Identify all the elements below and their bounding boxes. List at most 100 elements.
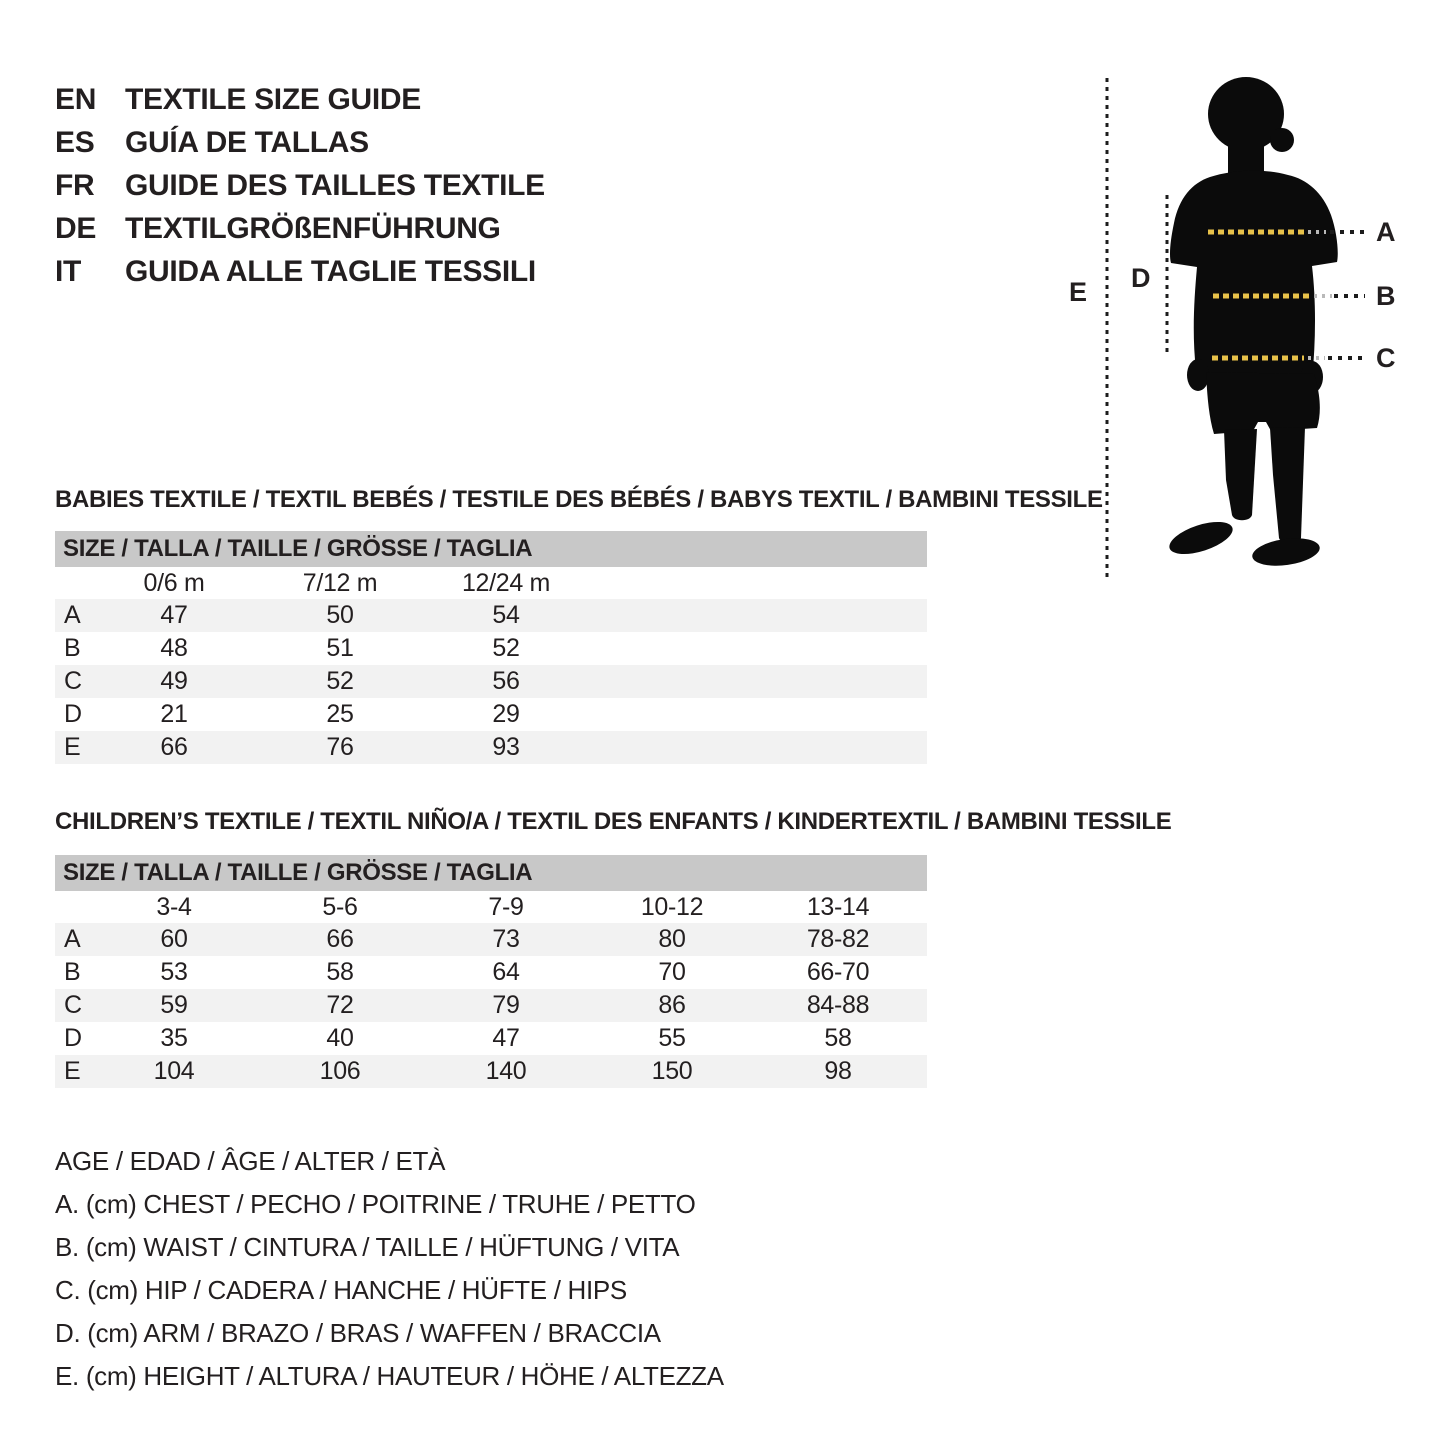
table-cell: 25 xyxy=(326,700,354,728)
table-cell: 49 xyxy=(160,667,188,695)
guide-title-it: GUIDA ALLE TAGLIE TESSILI xyxy=(125,254,536,288)
legend-arm: D. (cm) ARM / BRAZO / BRAS / WAFFEN / BR… xyxy=(55,1318,661,1348)
row-label: E xyxy=(64,1057,81,1085)
table-cell: 66 xyxy=(326,925,354,953)
table-cell: 35 xyxy=(160,1024,188,1052)
row-label: D xyxy=(64,1024,82,1052)
table-cell: 58 xyxy=(326,958,354,986)
measure-label-b: B xyxy=(1376,281,1395,311)
table-cell: 140 xyxy=(485,1057,527,1085)
babies-size-table: SIZE / TALLA / TAILLE / GRÖSSE / TAGLIA … xyxy=(55,531,927,764)
table-row: D 35 40 47 55 58 xyxy=(55,1022,927,1055)
table-cell: 84-88 xyxy=(806,991,870,1019)
table-row: C 59 72 79 86 84-88 xyxy=(55,989,927,1022)
column-header: 5-6 xyxy=(322,892,358,921)
row-label: E xyxy=(64,733,81,761)
column-header: 7-9 xyxy=(488,892,524,921)
legend-age: AGE / EDAD / ÂGE / ALTER / ETÀ xyxy=(55,1146,446,1176)
legend-waist: B. (cm) WAIST / CINTURA / TAILLE / HÜFTU… xyxy=(55,1232,680,1262)
table-row: B 53 58 64 70 66-70 xyxy=(55,956,927,989)
table-row: E 104 106 140 150 98 xyxy=(55,1055,927,1088)
row-label: B xyxy=(64,958,81,986)
table-cell: 79 xyxy=(492,991,520,1019)
measure-label-a: A xyxy=(1376,217,1395,247)
table-cell: 93 xyxy=(492,733,520,761)
table-cell: 48 xyxy=(160,634,188,662)
table-cell: 76 xyxy=(326,733,354,761)
legend-height: E. (cm) HEIGHT / ALTURA / HAUTEUR / HÖHE… xyxy=(55,1361,724,1391)
table-row: D 21 25 29 xyxy=(55,698,927,731)
table-cell: 59 xyxy=(160,991,188,1019)
children-size-header: SIZE / TALLA / TAILLE / GRÖSSE / TAGLIA xyxy=(55,855,927,891)
guide-title-en: TEXTILE SIZE GUIDE xyxy=(125,82,421,116)
table-cell: 21 xyxy=(160,700,188,728)
column-header: 7/12 m xyxy=(302,568,378,597)
table-cell: 58 xyxy=(824,1024,852,1052)
table-cell: 56 xyxy=(492,667,520,695)
lang-row-de: DE TEXTILGRÖßENFÜHRUNG xyxy=(55,207,545,250)
legend-chest: A. (cm) CHEST / PECHO / POITRINE / TRUHE… xyxy=(55,1189,696,1219)
table-cell: 66-70 xyxy=(806,958,870,986)
measurement-figure: A B C D E xyxy=(1069,77,1396,578)
table-cell: 55 xyxy=(658,1024,686,1052)
children-section-title: CHILDREN’S TEXTILE / TEXTIL NIÑO/A / TEX… xyxy=(55,808,1172,835)
guide-title-fr: GUIDE DES TAILLES TEXTILE xyxy=(125,168,545,202)
table-cell: 60 xyxy=(160,925,188,953)
table-row: A 47 50 54 xyxy=(55,599,927,632)
table-cell: 150 xyxy=(651,1057,693,1085)
table-row: C 49 52 56 xyxy=(55,665,927,698)
table-cell: 53 xyxy=(160,958,188,986)
babies-column-header-row: 0/6 m 7/12 m 12/24 m xyxy=(55,567,927,599)
lang-row-en: EN TEXTILE SIZE GUIDE xyxy=(55,78,545,121)
lang-row-es: ES GUÍA DE TALLAS xyxy=(55,121,545,164)
table-cell: 66 xyxy=(160,733,188,761)
children-column-header-row: 3-4 5-6 7-9 10-12 13-14 xyxy=(55,891,927,923)
table-row: A 60 66 73 80 78-82 xyxy=(55,923,927,956)
table-cell: 73 xyxy=(492,925,520,953)
table-row: E 66 76 93 xyxy=(55,731,927,764)
lang-code: DE xyxy=(55,211,97,245)
measure-label-e: E xyxy=(1069,277,1087,307)
guide-title-de: TEXTILGRÖßENFÜHRUNG xyxy=(125,211,501,245)
table-cell: 51 xyxy=(326,634,354,662)
measurement-legend: AGE / EDAD / ÂGE / ALTER / ETÀ A. (cm) C… xyxy=(55,1140,724,1398)
table-cell: 98 xyxy=(824,1057,852,1085)
table-cell: 78-82 xyxy=(806,925,870,953)
babies-section-title: BABIES TEXTILE / TEXTIL BEBÉS / TESTILE … xyxy=(55,486,1103,513)
row-label: D xyxy=(64,700,82,728)
column-header: 0/6 m xyxy=(143,568,205,597)
legend-hip: C. (cm) HIP / CADERA / HANCHE / HÜFTE / … xyxy=(55,1275,627,1305)
row-label: C xyxy=(64,667,82,695)
child-silhouette xyxy=(1169,77,1338,566)
column-header: 13-14 xyxy=(806,892,870,921)
table-cell: 106 xyxy=(319,1057,361,1085)
column-header: 12/24 m xyxy=(461,568,551,597)
language-title-block: EN TEXTILE SIZE GUIDE ES GUÍA DE TALLAS … xyxy=(55,78,545,293)
table-cell: 64 xyxy=(492,958,520,986)
table-cell: 70 xyxy=(658,958,686,986)
table-cell: 86 xyxy=(658,991,686,1019)
row-label: B xyxy=(64,634,81,662)
lang-code: EN xyxy=(55,82,97,116)
table-cell: 50 xyxy=(326,601,354,629)
lang-row-fr: FR GUIDE DES TAILLES TEXTILE xyxy=(55,164,545,207)
measure-label-d: D xyxy=(1131,263,1150,293)
table-cell: 80 xyxy=(658,925,686,953)
table-row: B 48 51 52 xyxy=(55,632,927,665)
column-header: 3-4 xyxy=(156,892,192,921)
table-cell: 52 xyxy=(326,667,354,695)
table-cell: 52 xyxy=(492,634,520,662)
table-cell: 40 xyxy=(326,1024,354,1052)
row-label: C xyxy=(64,991,82,1019)
guide-title-es: GUÍA DE TALLAS xyxy=(125,125,369,159)
lang-code: FR xyxy=(55,168,95,202)
table-cell: 47 xyxy=(492,1024,520,1052)
table-cell: 104 xyxy=(153,1057,195,1085)
lang-row-it: IT GUIDA ALLE TAGLIE TESSILI xyxy=(55,250,545,293)
table-cell: 72 xyxy=(326,991,354,1019)
column-header: 10-12 xyxy=(640,892,704,921)
measure-label-c: C xyxy=(1376,343,1395,373)
table-cell: 29 xyxy=(492,700,520,728)
table-cell: 47 xyxy=(160,601,188,629)
